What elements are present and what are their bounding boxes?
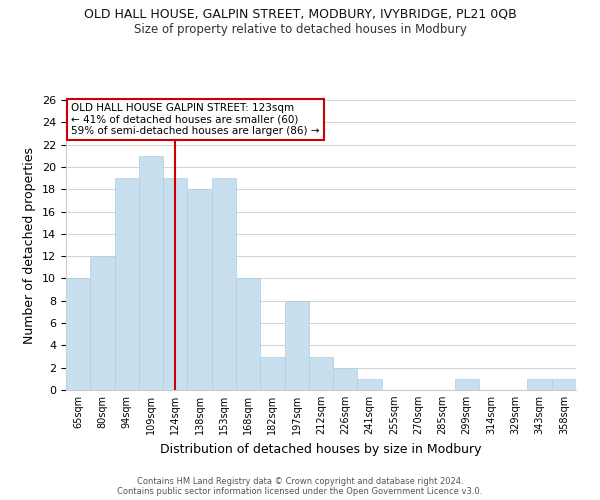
Bar: [115, 178, 139, 390]
Bar: [260, 356, 284, 390]
Text: Contains HM Land Registry data © Crown copyright and database right 2024.: Contains HM Land Registry data © Crown c…: [137, 477, 463, 486]
Text: OLD HALL HOUSE GALPIN STREET: 123sqm
← 41% of detached houses are smaller (60)
5: OLD HALL HOUSE GALPIN STREET: 123sqm ← 4…: [71, 103, 320, 136]
Bar: [163, 178, 187, 390]
Bar: [284, 301, 309, 390]
Bar: [527, 379, 552, 390]
X-axis label: Distribution of detached houses by size in Modbury: Distribution of detached houses by size …: [160, 442, 482, 456]
Text: Contains public sector information licensed under the Open Government Licence v3: Contains public sector information licen…: [118, 487, 482, 496]
Bar: [236, 278, 260, 390]
Text: OLD HALL HOUSE, GALPIN STREET, MODBURY, IVYBRIDGE, PL21 0QB: OLD HALL HOUSE, GALPIN STREET, MODBURY, …: [83, 8, 517, 20]
Bar: [552, 379, 576, 390]
Bar: [66, 278, 90, 390]
Bar: [90, 256, 115, 390]
Bar: [212, 178, 236, 390]
Bar: [187, 189, 212, 390]
Bar: [309, 356, 333, 390]
Bar: [455, 379, 479, 390]
Text: Size of property relative to detached houses in Modbury: Size of property relative to detached ho…: [134, 22, 466, 36]
Bar: [139, 156, 163, 390]
Bar: [358, 379, 382, 390]
Bar: [333, 368, 358, 390]
Y-axis label: Number of detached properties: Number of detached properties: [23, 146, 37, 344]
